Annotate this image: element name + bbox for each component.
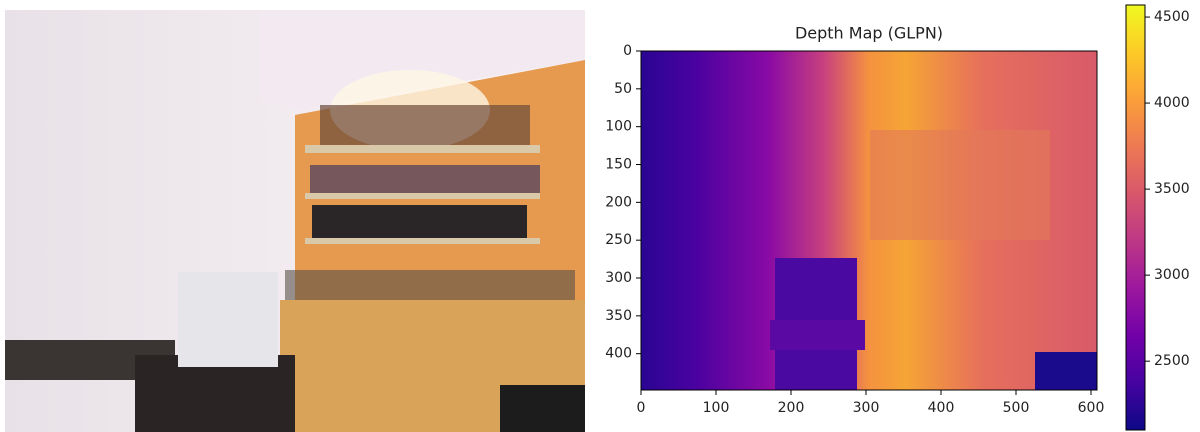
colorbar-tick-label: 4000 [1154,95,1190,111]
chart-title: Depth Map (GLPN) [795,24,943,43]
y-tick-label: 200 [605,194,632,210]
y-tick-label: 50 [614,81,632,97]
axes-frame [640,50,1098,391]
x-tick-label: 200 [778,400,805,416]
x-tick-label: 400 [928,400,955,416]
x-tick-label: 600 [1078,400,1105,416]
depth-image [641,51,1097,390]
y-tick-label: 0 [623,43,632,59]
x-tick-label: 100 [703,400,730,416]
y-tick-label: 400 [605,346,632,362]
y-tick-label: 300 [605,270,632,286]
colorbar-tick-label: 3500 [1154,181,1190,197]
x-tick-label: 500 [1003,400,1030,416]
y-tick-label: 350 [605,308,632,324]
y-tick-label: 250 [605,232,632,248]
colorbar-tick-label: 2500 [1154,353,1190,369]
photo [5,10,585,432]
colorbar-tick-label: 3000 [1154,267,1190,283]
colorbar [1125,4,1146,431]
x-tick-label: 0 [637,400,646,416]
colorbar-tick-label: 4500 [1154,9,1190,25]
y-tick-label: 150 [605,157,632,173]
x-tick-label: 300 [853,400,880,416]
y-tick-label: 100 [605,119,632,135]
